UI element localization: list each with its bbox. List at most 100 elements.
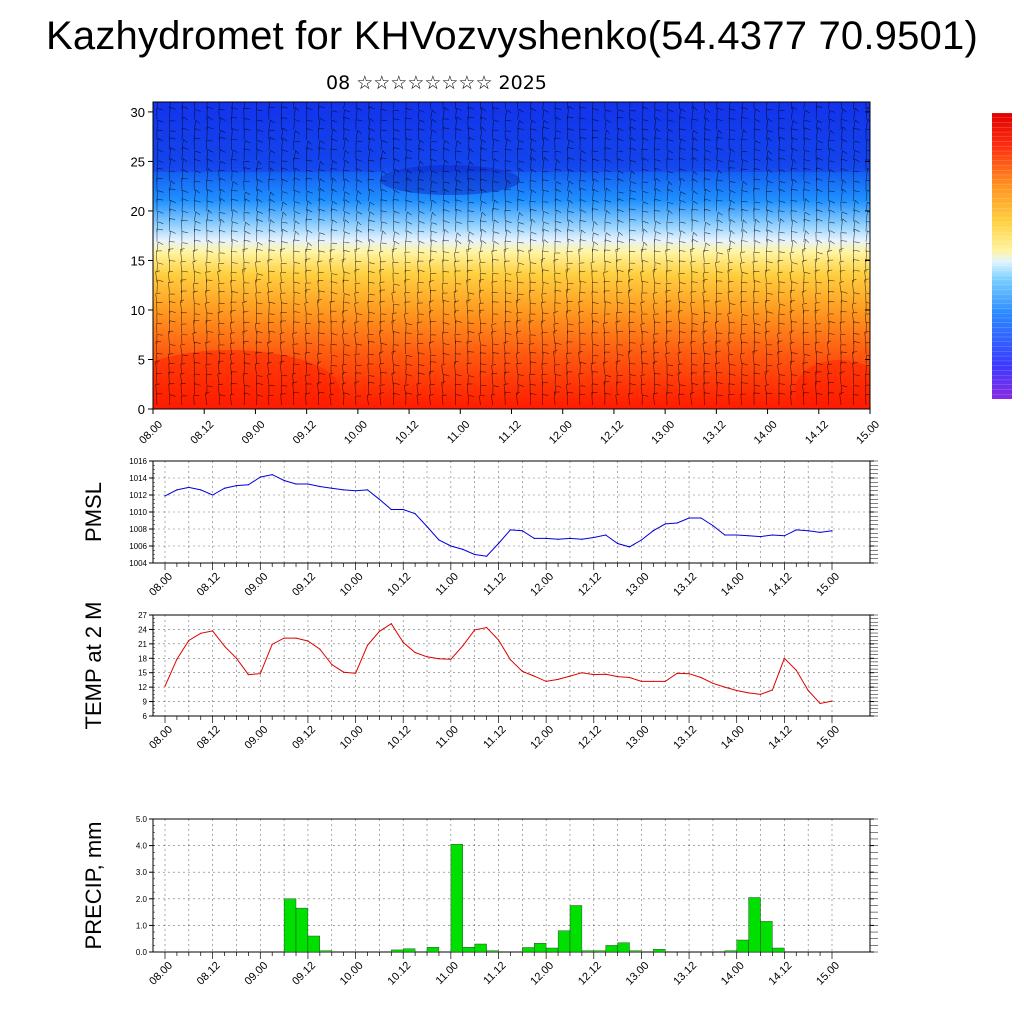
wind-barb-flag bbox=[615, 248, 621, 250]
wind-barb bbox=[430, 129, 432, 140]
wind-barb bbox=[330, 281, 332, 293]
wind-barb-flag bbox=[244, 230, 251, 235]
wind-barb bbox=[740, 291, 742, 304]
wind-barb-flag bbox=[481, 228, 487, 233]
wind-barb-flag bbox=[767, 220, 773, 224]
wind-barb-flag bbox=[653, 361, 658, 363]
wind-barb bbox=[180, 364, 183, 375]
wind-barb bbox=[268, 208, 270, 222]
wind-barb-flag bbox=[157, 241, 164, 245]
wind-barb bbox=[256, 149, 258, 161]
wind-barb-flag bbox=[369, 137, 375, 141]
wind-barb bbox=[379, 331, 382, 344]
wind-barb-flag bbox=[591, 150, 598, 152]
wind-barb-flag bbox=[306, 159, 313, 162]
wind-barb-flag bbox=[579, 220, 587, 222]
wind-barb-flag bbox=[245, 97, 250, 100]
wind-barb-flag bbox=[679, 241, 686, 243]
wind-barb-flag bbox=[468, 201, 475, 204]
precip-bar bbox=[724, 950, 737, 953]
wind-barb-flag bbox=[615, 360, 621, 362]
wind-barb bbox=[517, 168, 520, 181]
wind-barb-flag bbox=[679, 221, 686, 224]
wind-barb bbox=[604, 130, 607, 140]
wind-barb-flag bbox=[866, 128, 870, 130]
wind-barb-flag bbox=[243, 118, 250, 120]
wind-barb bbox=[479, 310, 481, 324]
wind-barb-flag bbox=[232, 181, 238, 185]
wind-barb-flag bbox=[853, 128, 860, 130]
wind-barb-flag bbox=[369, 128, 375, 132]
wind-barb-flag bbox=[615, 320, 621, 323]
wind-barb-flag bbox=[718, 169, 723, 174]
wind-barb bbox=[181, 198, 183, 212]
wind-barb-flag bbox=[829, 148, 835, 152]
wind-barb-flag bbox=[220, 117, 226, 121]
wind-barb-flag bbox=[156, 313, 163, 315]
wind-barb bbox=[355, 239, 358, 253]
wind-barb bbox=[554, 392, 556, 406]
wind-barb bbox=[691, 106, 694, 120]
wind-barb bbox=[679, 191, 681, 202]
wind-barb-flag bbox=[565, 268, 570, 271]
wind-barb-flag bbox=[841, 291, 848, 294]
wind-barb-flag bbox=[779, 157, 786, 160]
wind-barb bbox=[542, 120, 545, 130]
wind-barb bbox=[455, 108, 457, 120]
wind-barb bbox=[480, 212, 483, 222]
wind-barb-flag bbox=[765, 321, 771, 323]
wind-barb bbox=[355, 130, 358, 140]
wind-barb bbox=[828, 102, 830, 110]
wind-barb-flag bbox=[207, 239, 213, 244]
wind-barb-flag bbox=[267, 259, 273, 261]
wind-barb bbox=[503, 249, 506, 263]
wind-barb-flag bbox=[553, 350, 558, 352]
wind-barb bbox=[417, 160, 421, 171]
wind-barb-flag bbox=[456, 160, 462, 164]
wind-barb bbox=[243, 140, 246, 151]
wind-barb bbox=[391, 293, 394, 304]
wind-barb bbox=[180, 324, 183, 334]
wind-barb bbox=[728, 219, 731, 232]
wind-barb-flag bbox=[742, 271, 748, 275]
wind-barb-flag bbox=[491, 323, 497, 325]
wind-barb-flag bbox=[256, 375, 263, 377]
wind-barb-flag bbox=[219, 136, 226, 139]
wind-barb bbox=[416, 322, 419, 334]
wind-barb-flag bbox=[717, 99, 723, 101]
wind-barb-flag bbox=[195, 220, 201, 224]
wind-barb-flag bbox=[480, 384, 487, 387]
wind-barb bbox=[505, 109, 507, 120]
wind-barb-flag bbox=[294, 211, 301, 215]
wind-barb bbox=[379, 252, 382, 263]
wind-barb bbox=[280, 312, 282, 324]
wind-barb bbox=[665, 342, 668, 355]
wind-barb-flag bbox=[653, 392, 659, 394]
wind-barb-flag bbox=[766, 108, 773, 111]
wind-barb-flag bbox=[406, 108, 413, 111]
wind-barb bbox=[480, 116, 482, 130]
wind-barb bbox=[480, 147, 482, 161]
wind-barb-flag bbox=[615, 393, 620, 396]
wind-barb bbox=[343, 128, 345, 140]
precip-bar bbox=[629, 950, 642, 953]
wind-barb-flag bbox=[380, 372, 387, 374]
wind-barb-flag bbox=[206, 352, 213, 355]
wind-barb-flag bbox=[741, 341, 748, 344]
wind-barb bbox=[181, 169, 184, 181]
wind-barb-flag bbox=[155, 383, 161, 386]
data-point bbox=[748, 535, 750, 537]
wind-barb bbox=[455, 188, 457, 202]
data-point bbox=[533, 537, 535, 540]
wind-barb-flag bbox=[666, 260, 674, 262]
wind-barb bbox=[181, 147, 183, 161]
wind-barb bbox=[156, 323, 158, 334]
wind-barb-flag bbox=[208, 168, 213, 173]
wind-barb-flag bbox=[354, 331, 359, 334]
wind-barb-flag bbox=[730, 200, 736, 204]
wind-barb bbox=[379, 270, 382, 283]
wind-barb-flag bbox=[642, 220, 649, 224]
wind-barb-flag bbox=[155, 292, 161, 295]
wind-barb bbox=[579, 199, 581, 212]
wind-barb bbox=[329, 301, 332, 314]
